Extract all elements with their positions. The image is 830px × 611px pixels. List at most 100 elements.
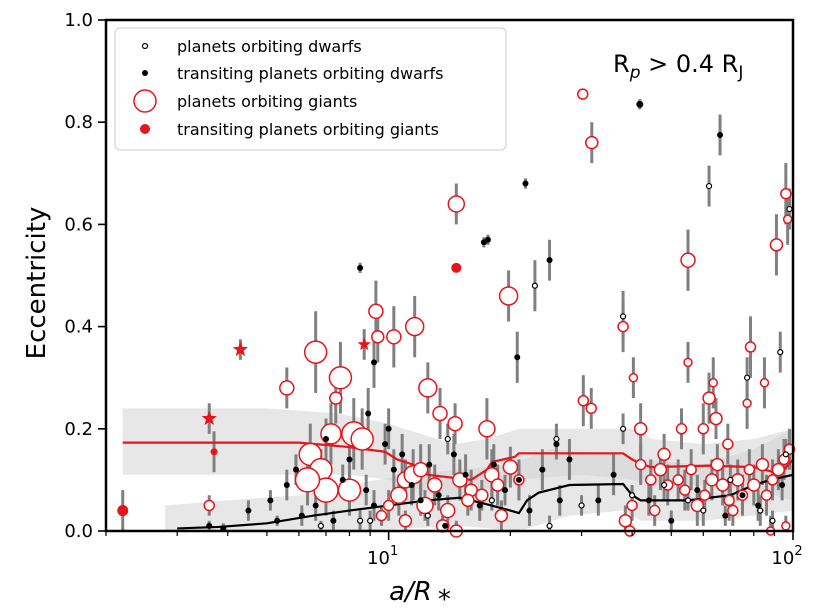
legend-marker-filled-red [140,124,150,134]
data-point-163 [694,487,701,494]
data-point-102 [553,435,560,443]
data-point-164 [722,512,729,519]
data-point-1 [585,135,599,150]
data-point-120 [636,100,644,108]
data-point-86 [742,398,752,408]
data-point-117 [769,517,776,524]
data-point-4 [368,303,384,320]
data-point-48 [375,509,388,522]
data-point-131 [245,507,252,514]
data-point-6 [404,316,425,337]
data-point-45 [475,488,489,502]
data-point-0 [576,88,589,100]
data-point-14 [447,415,463,432]
data-point-174 [117,505,129,517]
data-point-40 [502,459,519,475]
data-point-159 [595,497,602,504]
data-point-10 [279,380,295,396]
data-point-107 [661,481,668,489]
data-point-54 [645,474,657,486]
data-point-34 [412,461,429,478]
data-point-147 [426,461,433,468]
data-point-85 [722,438,734,450]
data-point-60 [690,498,705,513]
data-point-94 [781,521,791,531]
data-point-175 [210,448,218,456]
data-point-17 [585,402,597,415]
data-point-137 [330,517,337,524]
data-point-62 [705,473,719,487]
data-point-170 [442,522,449,529]
data-point-141 [370,502,377,509]
y-tick-label-0: 0.0 [64,521,93,542]
legend: planets orbiting dwarfs transiting plane… [114,27,507,151]
plot-frame [104,18,795,533]
data-point-121 [717,131,724,138]
data-point-44 [461,493,475,508]
data-point-57 [672,474,684,486]
data-point-132 [267,497,274,504]
data-point-112 [424,512,431,519]
data-point-31 [337,478,362,502]
data-point-63 [710,457,725,472]
data-point-111 [367,517,374,524]
data-point-129 [365,410,372,417]
data-point-9 [328,365,353,390]
data-point-15 [478,420,496,438]
data-point-108 [700,507,707,514]
legend-marker-open-black [141,42,149,50]
trend-line-0 [122,441,794,482]
data-point-99 [786,205,793,213]
data-point-53 [634,458,647,471]
data-point-68 [743,463,756,476]
data-point-176 [451,262,462,273]
data-point-59 [685,463,697,476]
data-point-136 [312,502,319,509]
data-point-171 [553,441,560,448]
data-point-155 [526,507,533,514]
data-point-103 [619,425,627,432]
data-point-61 [699,489,711,501]
y-tick-label-4: 0.8 [64,112,93,133]
data-point-65 [723,494,735,507]
y-tick-label-2: 0.4 [64,317,93,338]
data-point-16 [577,394,590,407]
data-point-30 [294,467,321,493]
data-point-135 [298,512,305,519]
data-point-47 [398,514,413,528]
data-point-97 [705,182,713,190]
legend-marker-filled-black [142,70,148,76]
data-point-55 [653,462,668,477]
data-point-160 [610,471,617,478]
data-point-22 [782,214,793,225]
data-point-154 [515,476,522,483]
data-point-93 [727,504,739,517]
data-point-105 [356,517,364,524]
data-point-114 [578,502,585,509]
x-axis-ticks: 101 102 [105,531,803,569]
data-point-19 [680,252,696,268]
data-point-116 [757,507,764,514]
data-point-8 [303,340,328,364]
data-point-84 [709,411,723,426]
data-point-79 [648,504,661,517]
data-point-58 [679,484,691,496]
data-point-69 [747,478,761,492]
data-point-169 [385,425,392,432]
data-point-66 [730,473,745,487]
data-point-128 [370,359,377,366]
y-tick-label-1: 0.2 [64,419,93,440]
data-point-109 [727,476,734,483]
data-point-72 [766,474,779,486]
data-point-158 [566,456,573,463]
data-point-142 [382,441,389,448]
data-point-41 [390,486,408,504]
data-point-43 [439,502,456,519]
data-point-46 [494,508,509,523]
data-point-157 [556,497,563,504]
data-point-173 [274,517,281,524]
data-point-177 [232,341,249,357]
data-point-165 [739,492,746,499]
data-point-151 [476,502,483,509]
